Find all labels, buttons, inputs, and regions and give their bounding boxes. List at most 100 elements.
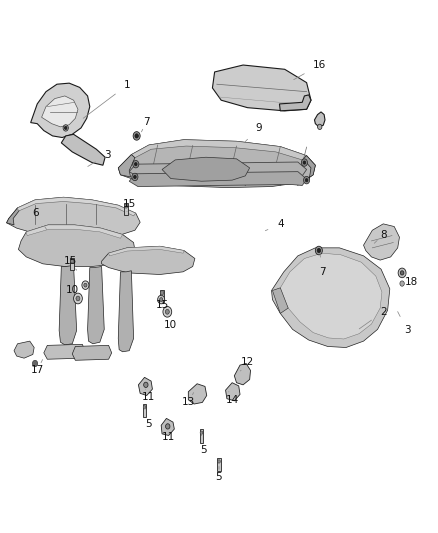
Text: 3: 3 (88, 150, 111, 166)
Text: 10: 10 (164, 317, 177, 330)
Text: 2: 2 (359, 307, 387, 329)
Text: 5: 5 (145, 408, 152, 429)
Text: 6: 6 (32, 208, 47, 230)
Polygon shape (131, 140, 307, 160)
Polygon shape (44, 344, 85, 359)
Circle shape (124, 204, 128, 208)
Polygon shape (31, 83, 90, 138)
Polygon shape (18, 197, 136, 216)
Polygon shape (18, 225, 135, 266)
Circle shape (301, 159, 307, 166)
Bar (217, 458, 221, 471)
Polygon shape (129, 172, 307, 187)
Circle shape (400, 271, 404, 275)
Polygon shape (88, 266, 104, 344)
Circle shape (133, 160, 139, 168)
Circle shape (163, 306, 172, 317)
Circle shape (71, 259, 74, 263)
Circle shape (63, 125, 68, 131)
Polygon shape (102, 246, 195, 274)
Polygon shape (279, 95, 311, 111)
Polygon shape (212, 65, 311, 111)
Circle shape (305, 179, 308, 182)
Circle shape (304, 176, 310, 184)
Circle shape (133, 132, 140, 140)
Bar (70, 258, 74, 270)
Text: 10: 10 (66, 286, 79, 298)
Polygon shape (14, 341, 34, 358)
Polygon shape (7, 208, 20, 225)
Polygon shape (162, 157, 250, 181)
Polygon shape (42, 96, 78, 127)
Text: 15: 15 (123, 199, 136, 212)
Polygon shape (118, 271, 134, 352)
Circle shape (134, 175, 136, 179)
Circle shape (159, 297, 163, 302)
Circle shape (166, 424, 170, 429)
Circle shape (318, 124, 322, 130)
Text: 1: 1 (83, 80, 131, 118)
Bar (160, 290, 164, 302)
Text: 7: 7 (141, 117, 150, 132)
Circle shape (64, 126, 67, 130)
Circle shape (134, 163, 137, 166)
Polygon shape (188, 384, 207, 404)
Text: 15: 15 (64, 256, 77, 270)
Text: 14: 14 (226, 392, 239, 405)
Polygon shape (118, 140, 315, 188)
Circle shape (303, 161, 306, 164)
Text: 7: 7 (318, 253, 325, 277)
Polygon shape (118, 155, 135, 177)
Text: 12: 12 (240, 358, 254, 371)
Text: 8: 8 (374, 230, 387, 243)
Polygon shape (7, 197, 140, 238)
Polygon shape (26, 225, 123, 238)
Circle shape (143, 406, 146, 409)
Polygon shape (129, 162, 307, 177)
Circle shape (218, 460, 220, 463)
Bar (124, 203, 128, 215)
Text: 18: 18 (405, 273, 418, 287)
Text: 15: 15 (155, 296, 169, 310)
Polygon shape (161, 418, 174, 435)
Text: 3: 3 (398, 312, 411, 335)
Polygon shape (226, 383, 240, 401)
Text: 11: 11 (141, 389, 155, 402)
Circle shape (82, 281, 89, 289)
Polygon shape (234, 364, 251, 385)
Circle shape (32, 360, 38, 367)
Bar (200, 430, 203, 442)
Polygon shape (272, 248, 390, 348)
Circle shape (400, 281, 404, 286)
Circle shape (160, 291, 164, 295)
Circle shape (398, 268, 406, 278)
Text: 5: 5 (215, 466, 223, 482)
Text: 13: 13 (182, 393, 195, 407)
Text: 5: 5 (200, 434, 207, 455)
Circle shape (315, 246, 322, 255)
Text: 9: 9 (245, 123, 262, 142)
Text: 11: 11 (162, 429, 175, 442)
Circle shape (166, 309, 170, 314)
Polygon shape (109, 246, 184, 256)
Polygon shape (314, 112, 325, 127)
Polygon shape (278, 253, 382, 339)
Circle shape (144, 382, 148, 387)
Polygon shape (272, 288, 288, 313)
Circle shape (132, 173, 138, 181)
Bar (143, 404, 146, 417)
Circle shape (74, 293, 82, 304)
Polygon shape (59, 265, 77, 345)
Polygon shape (61, 134, 105, 165)
Circle shape (84, 283, 87, 287)
Circle shape (76, 296, 80, 301)
Polygon shape (302, 156, 315, 182)
Circle shape (158, 295, 165, 304)
Text: 4: 4 (265, 219, 284, 231)
Text: 16: 16 (294, 60, 326, 79)
Circle shape (200, 431, 203, 434)
Text: 17: 17 (31, 360, 44, 375)
Polygon shape (364, 224, 399, 260)
Polygon shape (72, 345, 112, 360)
Circle shape (317, 248, 321, 253)
